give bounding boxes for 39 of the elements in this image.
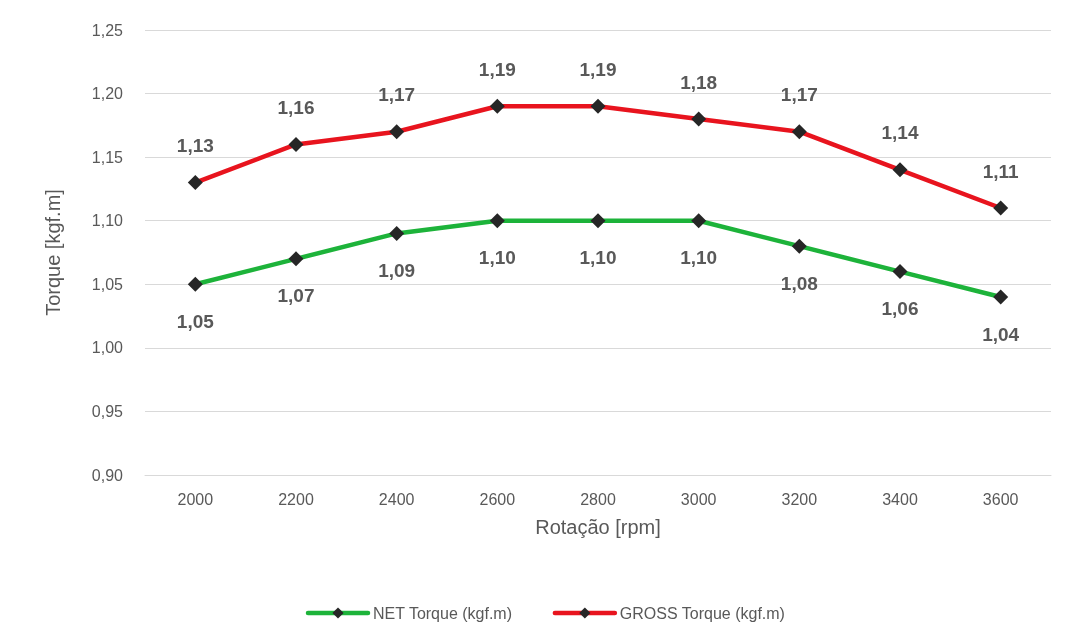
data-label: 1,18 [680,71,718,93]
data-label: 1,13 [176,135,214,157]
data-label: 1,08 [780,272,818,294]
data-label: 1,16 [277,96,315,118]
x-tick-label: 3400 [882,490,918,508]
data-label: 1,14 [881,122,919,144]
y-axis-title: Torque [kgf.m] [42,189,64,316]
data-label: 1,09 [378,259,416,281]
x-tick-label: 2400 [378,490,415,508]
x-tick-label: 3000 [680,490,717,508]
x-tick-label: 2000 [177,490,214,508]
y-tick-label: 1,05 [91,275,124,293]
y-tick-label: 1,15 [91,148,124,166]
x-tick-label: 3200 [781,490,818,508]
data-label: 1,10 [680,247,718,269]
y-tick-label: 1,10 [91,212,124,230]
data-label: 1,10 [478,247,516,269]
y-tick-label: 0,95 [91,402,124,420]
data-label: 1,06 [881,298,919,320]
data-label: 1,17 [780,84,818,106]
data-label: 1,19 [579,58,617,80]
x-tick-label: 3600 [982,490,1019,508]
y-tick-label: 0,90 [91,466,124,484]
x-axis-title: Rotação [rpm] [535,516,661,538]
x-tick-label: 2600 [479,490,516,508]
x-tick-label: 2800 [580,490,616,508]
data-label: 1,05 [176,310,215,332]
legend-label: GROSS Torque (kgf.m) [619,604,785,622]
data-label: 1,10 [579,247,617,269]
data-label: 1,17 [378,84,416,106]
y-tick-label: 1,20 [91,85,124,103]
y-tick-label: 1,25 [91,21,124,39]
data-label: 1,19 [478,58,516,80]
data-label: 1,04 [982,323,1020,345]
data-label: 1,07 [277,285,315,307]
data-label: 1,11 [982,160,1020,182]
x-tick-label: 2200 [278,490,314,508]
y-tick-label: 1,00 [91,339,124,357]
legend-label: NET Torque (kgf.m) [373,604,513,622]
